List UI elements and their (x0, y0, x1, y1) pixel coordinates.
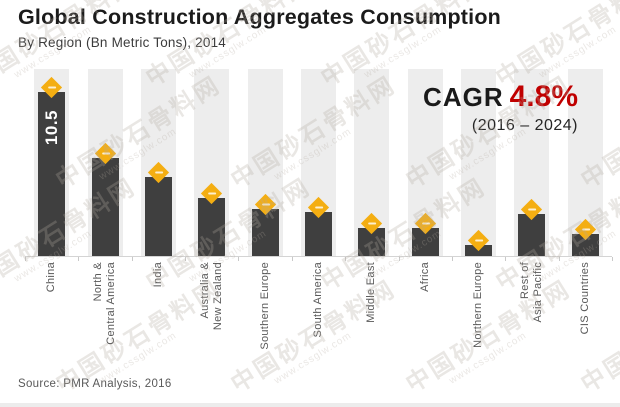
marker-dash (154, 170, 163, 174)
marker-dash (421, 221, 430, 225)
x-axis-tick (612, 257, 613, 261)
bar (571, 234, 599, 256)
x-axis-tick (185, 257, 187, 261)
x-axis-label: CIS Countries (578, 262, 591, 335)
x-axis-tick (345, 257, 347, 261)
x-axis-tick (238, 257, 240, 261)
cagr-value: 4.8% (509, 80, 578, 113)
x-axis-tick (131, 257, 133, 261)
bar (198, 198, 226, 256)
x-axis-tick (25, 257, 26, 261)
x-axis-label: China (45, 262, 58, 293)
x-axis-label: India (151, 262, 164, 288)
x-axis-tick (398, 257, 400, 261)
x-axis-tick (558, 257, 560, 261)
x-axis-label: Africa (418, 262, 431, 292)
bar (91, 158, 119, 256)
x-axis-label: Southern Europe (258, 262, 271, 350)
marker-dash (581, 227, 590, 231)
x-axis-label: Rest of Asia Pacific (518, 262, 544, 323)
x-axis-tick (78, 257, 80, 261)
marker-dash (527, 207, 536, 211)
marker-dash (101, 151, 110, 155)
marker-dash (47, 85, 56, 89)
source-note: Source: PMR Analysis, 2016 (18, 378, 172, 390)
bar (251, 209, 279, 256)
marker-dash (474, 238, 483, 242)
marker-dash (261, 202, 270, 206)
cagr-annotation: CAGR 4.8% (2016 – 2024) (423, 80, 578, 135)
bar (38, 92, 66, 256)
x-axis-tick (291, 257, 293, 261)
marker-dash (207, 191, 216, 195)
bar (518, 214, 546, 256)
x-axis-label: Middle East (365, 262, 378, 323)
bar-track (461, 69, 497, 256)
x-axis-tick (505, 257, 507, 261)
x-axis-label: Northern Europe (472, 262, 485, 348)
chart-subtitle: By Region (Bn Metric Tons), 2014 (18, 35, 226, 50)
x-axis-label: South America (312, 262, 324, 338)
marker-dash (314, 205, 323, 209)
x-axis-label: Australia & New Zealand (198, 262, 224, 331)
cagr-line: CAGR 4.8% (423, 80, 578, 114)
bar (305, 212, 332, 256)
bar-value-label: 10.5 (41, 110, 61, 146)
x-axis-label: North & Central America (92, 262, 118, 345)
marker-dash (367, 221, 376, 225)
cagr-label: CAGR (423, 82, 504, 112)
x-axis-line (25, 256, 612, 257)
x-axis-tick (451, 257, 453, 261)
bar (144, 177, 172, 256)
bottom-strip (0, 403, 620, 407)
chart-title: Global Construction Aggregates Consumpti… (18, 5, 501, 29)
cagr-period: (2016 – 2024) (471, 117, 578, 134)
